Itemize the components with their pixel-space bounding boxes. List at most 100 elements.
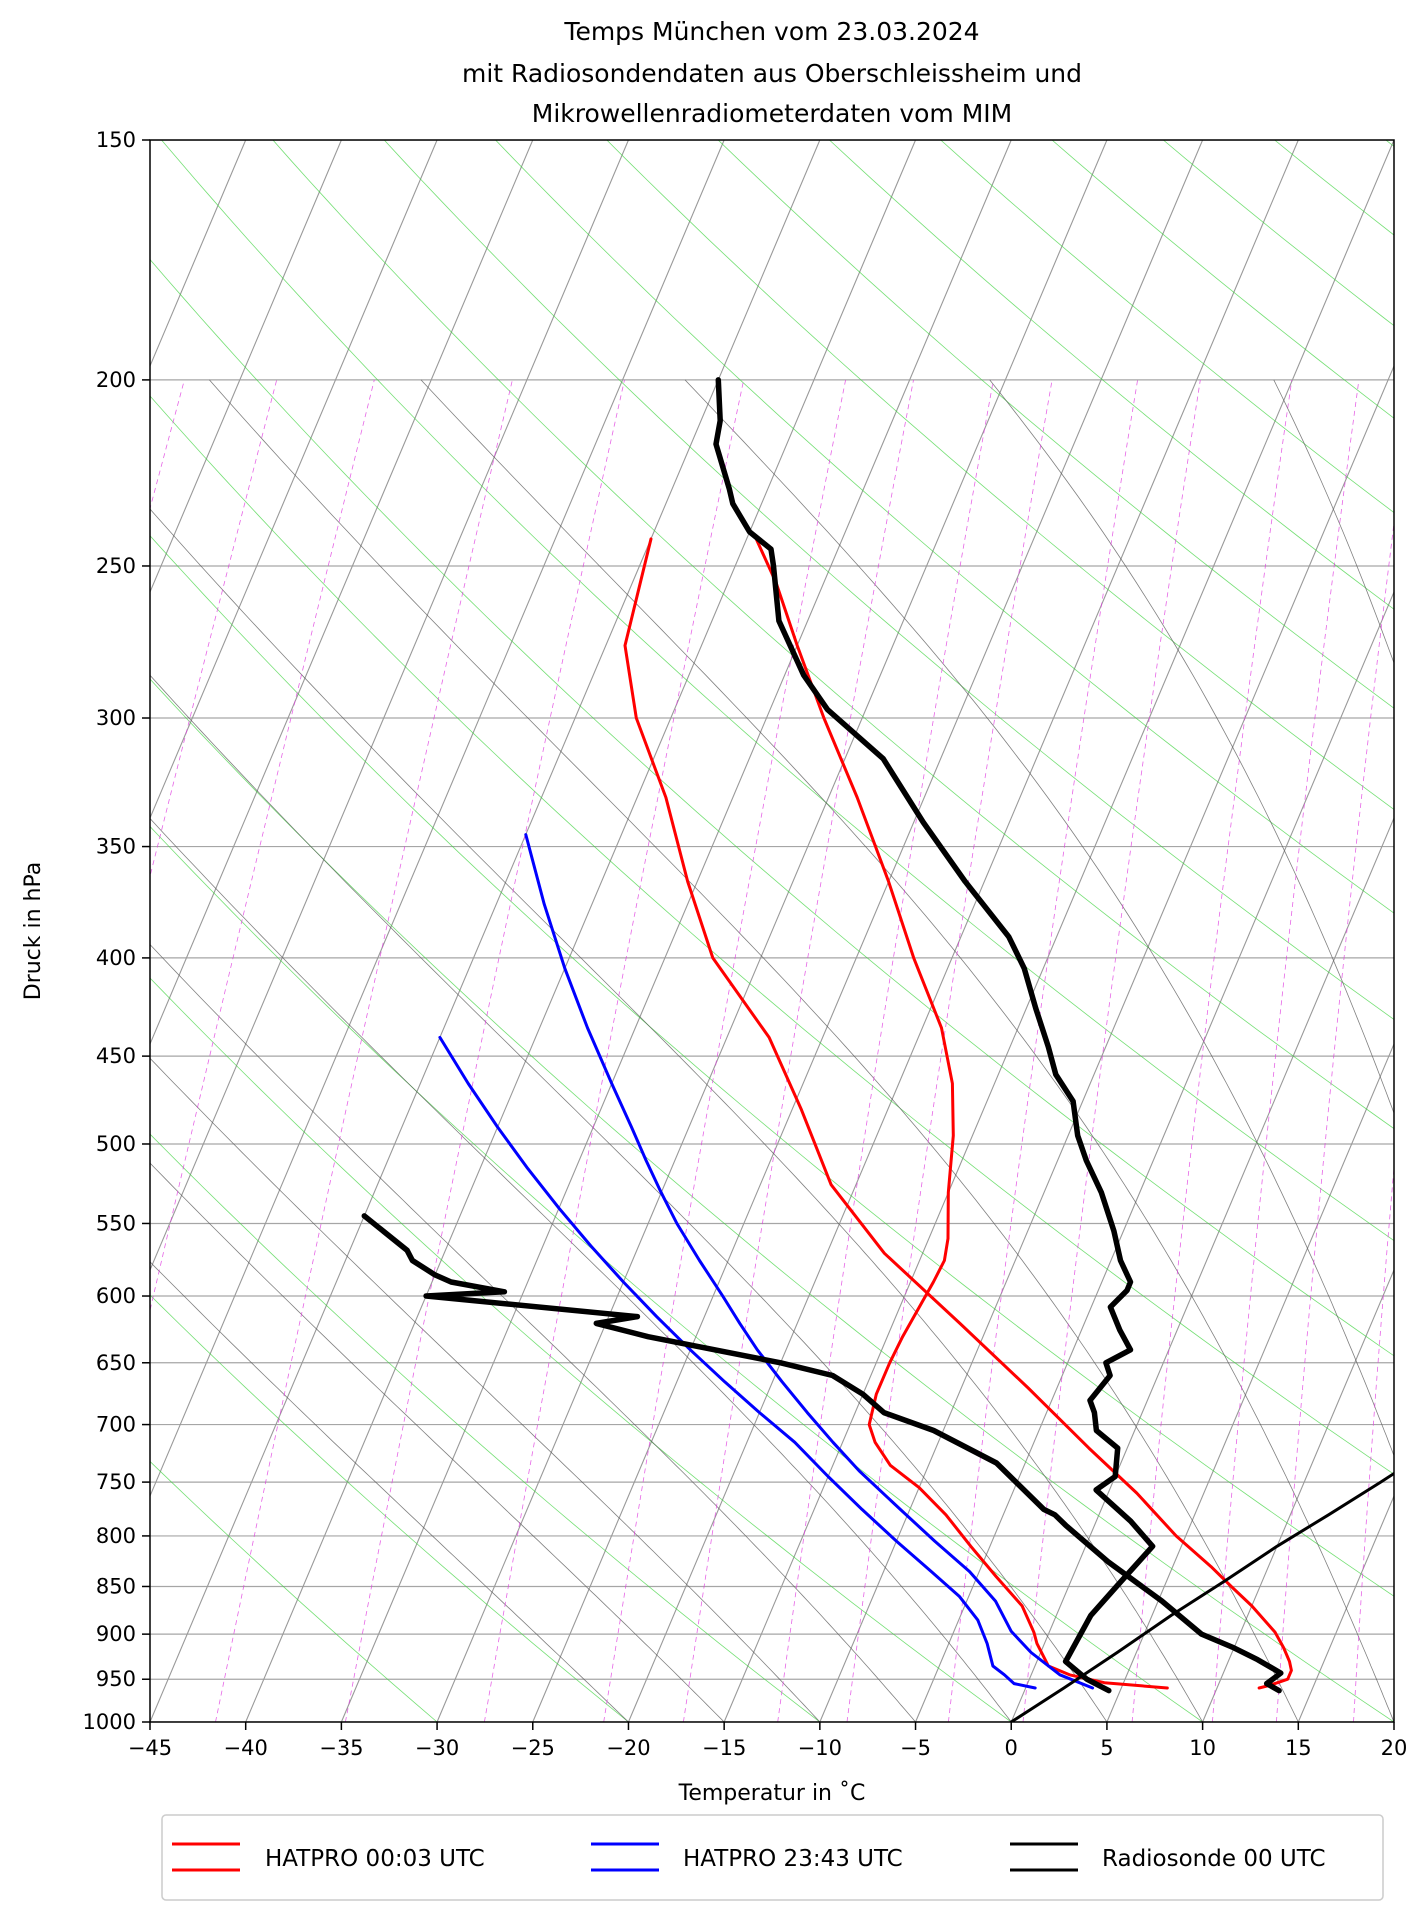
dry-adiabat-line — [150, 535, 1394, 1597]
legend-frame — [161, 1814, 1384, 1901]
moist-adiabat-line — [150, 508, 1203, 1722]
x-tick-label: −5 — [900, 1736, 931, 1760]
isotherm-line — [627, 140, 1299, 1722]
y-tick-label: 300 — [96, 706, 136, 730]
mixing-ratio-line — [1416, 380, 1427, 1722]
isotherm-line — [150, 140, 534, 1046]
y-tick-label: 200 — [96, 368, 136, 392]
isotherm-line — [150, 140, 725, 1498]
legend-label-hatpro-2343: HATPRO 23:43 UTC — [683, 1846, 903, 1872]
y-tick-label: 150 — [96, 128, 136, 152]
dry-adiabat-line — [606, 140, 1394, 810]
y-tick-label: 950 — [96, 1667, 136, 1691]
moist-adiabat-line — [150, 817, 1012, 1722]
x-tick-label: 5 — [1100, 1736, 1113, 1760]
moist-adiabat-line — [150, 1162, 725, 1722]
y-tick-label: 500 — [96, 1132, 136, 1156]
mixing-ratio-line — [1276, 519, 1394, 1722]
y-tick-label: 450 — [96, 1044, 136, 1068]
y-tick-label: 250 — [96, 554, 136, 578]
legend-label-radiosonde: Radiosonde 00 UTC — [1102, 1846, 1326, 1872]
mixing-ratio-line — [215, 379, 513, 1722]
dry-adiabat-line — [150, 1133, 821, 1722]
series-4-dewpoint-line — [438, 1035, 1037, 1690]
dry-adiabat-line — [1051, 140, 1394, 419]
series-7-surface-parcel-line — [1009, 1471, 1394, 1722]
mixing-ratio-line — [603, 379, 846, 1722]
dry-adiabat-line — [150, 395, 1394, 1475]
y-tick-label: 850 — [96, 1574, 136, 1598]
x-tick-label: 15 — [1285, 1736, 1312, 1760]
dry-adiabat-line — [495, 140, 1394, 914]
y-tick-label: 750 — [96, 1470, 136, 1494]
dry-adiabat-line — [272, 140, 1394, 1130]
mixing-ratio-line — [948, 379, 1138, 1722]
y-tick-label: 1000 — [83, 1710, 136, 1734]
y-axis-label: Druck in hPa — [21, 862, 46, 1001]
moist-adiabat-line — [150, 1261, 629, 1722]
isotherm-line — [340, 140, 1012, 1722]
isotherm-line — [245, 140, 917, 1722]
isotherm-line — [819, 364, 1394, 1722]
series-2-dewpoint-line — [623, 537, 1293, 1690]
dry-adiabat-line — [717, 140, 1394, 709]
title-line-3: Mikrowellenradiometerdaten vom MIM — [532, 99, 1013, 128]
x-tick-label: 10 — [1189, 1736, 1216, 1760]
dry-adiabat-line — [150, 258, 1394, 1357]
x-tick-label: −45 — [128, 1736, 172, 1760]
moist-adiabat-line — [420, 379, 1394, 1722]
mixing-ratio-line — [1131, 379, 1293, 1722]
moist-adiabat-line — [684, 379, 1394, 1457]
y-axis-ticks: 150 200 250 300 350 400 450 500 550 600 650 700 750 8… — [83, 128, 150, 1734]
mixing-ratio-line — [846, 379, 1053, 1722]
isotherm-line — [1010, 816, 1394, 1722]
series-1-temperature-line — [754, 537, 1169, 1690]
dry-adiabat-line — [150, 1294, 629, 1722]
dry-adiabat-line — [940, 140, 1394, 514]
mixing-ratio-line — [1022, 379, 1201, 1722]
dry-adiabat-line — [383, 140, 1394, 1020]
legend: HATPRO 00:03 UTC HATPRO 23:43 UTC Radios… — [161, 1814, 1384, 1901]
dry-adiabat-line — [161, 140, 1394, 1242]
plot-frame — [149, 139, 1395, 1723]
dry-adiabat-line — [150, 977, 1012, 1722]
mixing-ratio-line — [777, 379, 994, 1722]
isotherm-line — [915, 590, 1394, 1722]
isotherm-line — [1393, 1720, 1394, 1722]
mixing-ratio-line — [484, 379, 745, 1722]
isotherm-line — [150, 140, 629, 1272]
series-6-dewpoint-line — [361, 1213, 1284, 1694]
isotherm-line — [723, 140, 1394, 1722]
mixing-ratio-line — [345, 379, 625, 1722]
isotherm-line — [1297, 1494, 1394, 1722]
data-series — [361, 377, 1394, 1722]
x-axis-label: Temperatur in ˚C — [678, 1781, 866, 1806]
x-tick-label: −30 — [415, 1736, 459, 1760]
chart-title: Temps München vom 23.03.2024 mit Radioso… — [462, 17, 1082, 128]
moist-adiabat-line — [209, 379, 1299, 1722]
x-tick-label: −35 — [319, 1736, 363, 1760]
moist-adiabat-line — [989, 379, 1394, 1115]
dry-adiabat-line — [1385, 140, 1394, 147]
x-axis-ticks: −45 −40 −35 −30 −25 −20 −15 −10 −5 0 5 10 15 20 — [128, 1722, 1408, 1760]
mixing-ratio-line — [1353, 1163, 1394, 1722]
y-tick-label: 550 — [96, 1211, 136, 1235]
y-tick-label: 400 — [96, 946, 136, 970]
mixing-ratio-line — [150, 379, 185, 511]
y-tick-label: 900 — [96, 1622, 136, 1646]
x-tick-label: −40 — [224, 1736, 268, 1760]
dry-adiabat-line — [150, 1460, 438, 1722]
title-line-2: mit Radiosondendaten aus Oberschleisshei… — [462, 59, 1082, 88]
legend-label-hatpro-0003: HATPRO 00:03 UTC — [265, 1846, 485, 1872]
series-5-temperature-line — [713, 377, 1156, 1694]
isotherm-line — [1106, 1042, 1394, 1722]
isotherm-line — [150, 140, 342, 594]
x-tick-label: −15 — [702, 1736, 746, 1760]
x-tick-label: 20 — [1381, 1736, 1408, 1760]
isotherm-line — [1202, 1268, 1394, 1722]
y-tick-label: 700 — [96, 1413, 136, 1437]
mixing-ratio-line — [150, 379, 375, 1313]
y-tick-label: 600 — [96, 1284, 136, 1308]
moist-adiabat-line — [150, 674, 1108, 1722]
